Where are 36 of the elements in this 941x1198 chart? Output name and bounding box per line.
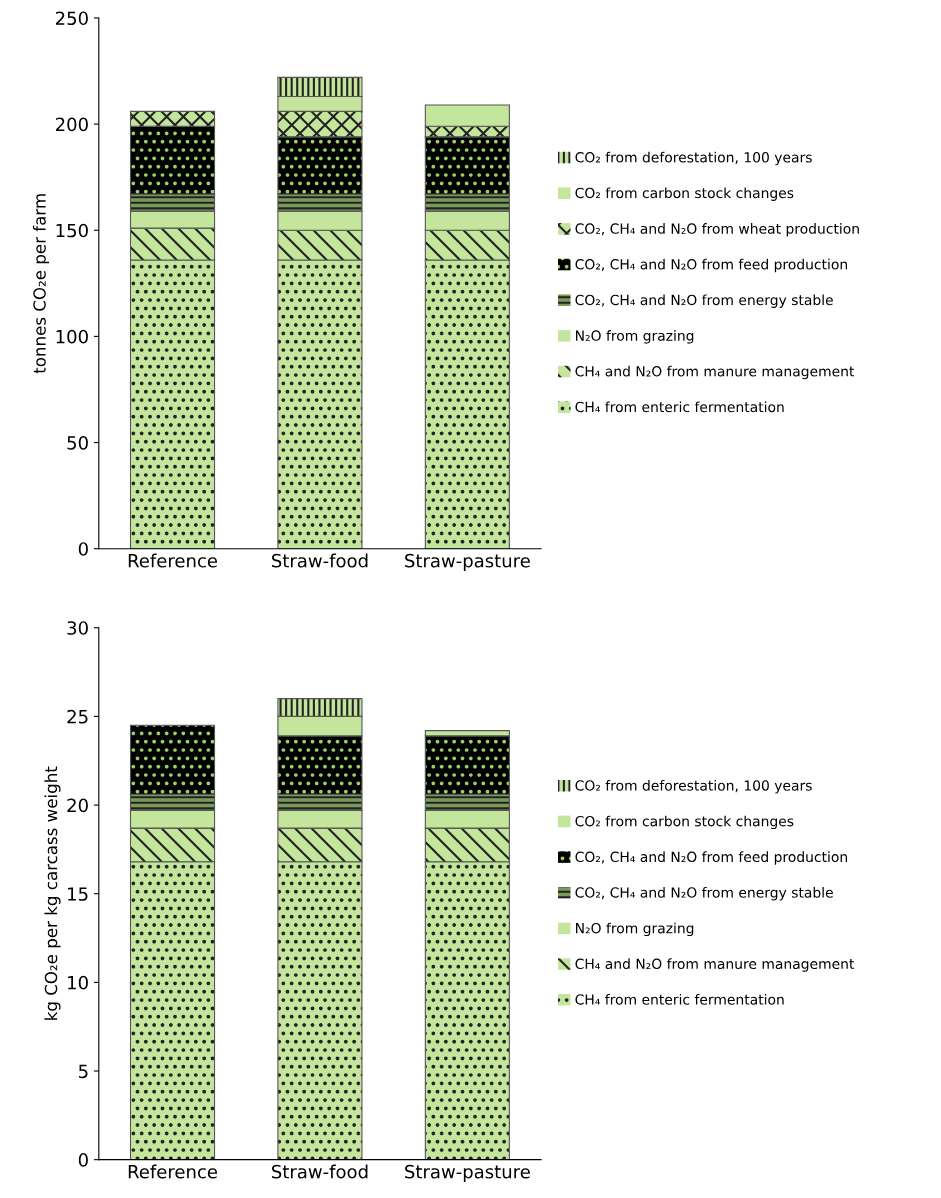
y-tick-label: 100 — [56, 329, 88, 344]
y-tick-label: 0 — [78, 1153, 88, 1167]
x-tick-label: Reference — [128, 553, 218, 568]
y-tick-label: 20 — [67, 798, 88, 813]
x-tick-label: Straw-food — [272, 553, 368, 568]
legend-label: CH₄ from enteric fermentation — [575, 401, 784, 413]
y-axis-title: kg CO₂e per kg carcass weight — [44, 766, 61, 1020]
y-tick-label: 200 — [55, 117, 88, 132]
legend-label: CO₂, CH₄ and N₂O from wheat production — [575, 223, 859, 237]
x-tick-label: Straw-pasture — [405, 1164, 530, 1182]
y-tick-label: 30 — [67, 621, 88, 635]
legend-label: CO₂, CH₄ and N₂O from energy stable — [575, 886, 833, 901]
y-axis-title: tonnes CO₂e per farm — [32, 194, 50, 374]
legend-label: N₂O from grazing — [576, 922, 694, 937]
legend-label: CH₄ and N₂O from manure management — [575, 958, 855, 972]
legend-label: CO₂ from carbon stock changes — [575, 187, 794, 201]
legend-label: N₂O from grazing — [576, 330, 694, 344]
y-tick-label: 0 — [78, 542, 88, 556]
legend-label: CH₄ from enteric fermentation — [575, 993, 784, 1005]
y-tick-label: 10 — [68, 975, 88, 990]
x-tick-label: Straw-food — [272, 1164, 368, 1179]
legend-label: CO₂ from deforestation, 100 years — [575, 151, 812, 166]
x-tick-label: Straw-pasture — [405, 553, 530, 572]
legend-label: CO₂, CH₄ and N₂O from feed production — [575, 258, 847, 273]
legend-label: CO₂, CH₄ and N₂O from energy stable — [575, 294, 833, 308]
legend-label: CH₄ and N₂O from manure management — [575, 365, 855, 380]
y-tick-label: 5 — [78, 1064, 88, 1079]
y-tick-label: 25 — [67, 709, 88, 724]
y-tick-label: 15 — [68, 887, 88, 901]
legend-label: CO₂ from carbon stock changes — [575, 815, 794, 830]
legend-label: CO₂ from deforestation, 100 years — [575, 779, 812, 794]
y-tick-label: 250 — [55, 11, 88, 26]
legend-label: CO₂, CH₄ and N₂O from feed production — [575, 851, 847, 865]
y-tick-label: 50 — [67, 436, 88, 450]
y-tick-label: 150 — [56, 223, 88, 238]
x-tick-label: Reference — [128, 1164, 218, 1179]
